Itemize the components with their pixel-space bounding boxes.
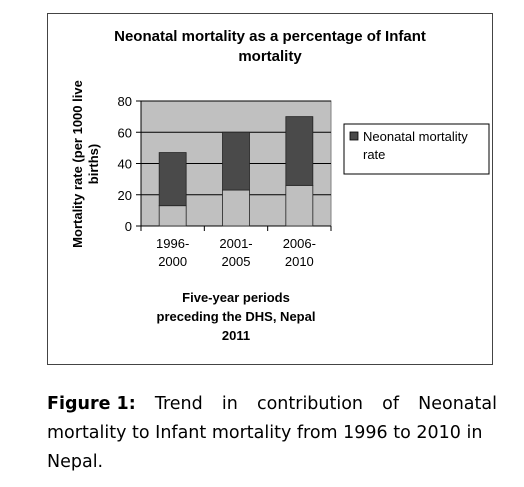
x-axis-title: preceding the DHS, Nepal: [157, 309, 316, 324]
chart-title: mortality: [238, 48, 302, 65]
bar-segment-lower: [158, 205, 187, 227]
chart-frame: Neonatal mortality as a percentage of In…: [47, 13, 493, 365]
x-tick-label: 2005: [222, 254, 251, 269]
caption-word: of: [382, 394, 400, 414]
y-tick-label: 0: [125, 219, 132, 234]
bar-segment-lower: [285, 184, 314, 227]
caption-word: in: [221, 394, 238, 414]
bar-segment-neonatal: [285, 116, 314, 186]
legend-box: [343, 123, 490, 175]
y-tick-label: 80: [118, 94, 132, 109]
x-tick-label: 1996-: [156, 236, 189, 251]
y-tick-label: 40: [118, 157, 132, 172]
x-tick-label: 2000: [158, 254, 187, 269]
legend-swatch: [349, 131, 359, 141]
chart-svg: Neonatal mortality as a percentage of In…: [70, 28, 490, 343]
x-tick-label: 2001-: [219, 236, 252, 251]
x-axis-title: 2011: [222, 328, 250, 343]
caption-line-1: Figure 1: Trend in contribution of Neona…: [47, 390, 497, 419]
caption-line-3: Nepal.: [47, 452, 104, 472]
x-axis-title: Five-year periods: [182, 290, 290, 305]
bar-segment-lower: [222, 189, 250, 227]
chart-title: Neonatal mortality as a percentage of In…: [114, 28, 426, 45]
legend-label: rate: [363, 147, 385, 162]
caption-word: Trend: [154, 394, 203, 414]
legend-label: Neonatal mortality: [363, 129, 468, 144]
figure-caption: Figure 1: Trend in contribution of Neona…: [47, 390, 497, 477]
y-tick-label: 60: [118, 125, 132, 140]
caption-figure-label: Figure 1:: [47, 394, 136, 414]
x-tick-label: 2010: [285, 254, 314, 269]
caption-word: Neonatal: [418, 394, 497, 414]
y-axis-title: Mortality rate (per 1000 live: [70, 80, 85, 248]
x-tick-label: 2006-: [283, 236, 316, 251]
caption-line-2: mortality to Infant mortality from 1996 …: [47, 423, 483, 443]
y-tick-label: 20: [118, 188, 132, 203]
caption-word: contribution: [256, 394, 364, 414]
bar-segment-neonatal: [158, 152, 187, 207]
y-axis-title: births): [86, 144, 101, 184]
bar-segment-neonatal: [222, 131, 250, 191]
